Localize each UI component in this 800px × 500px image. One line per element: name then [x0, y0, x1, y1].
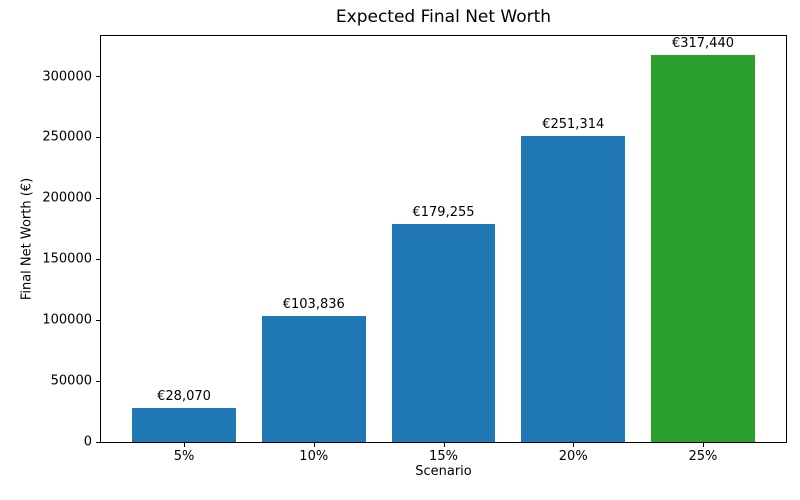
y-tick-label: 250000: [42, 129, 92, 145]
y-tick-label: 300000: [42, 69, 92, 85]
bar-20%: [521, 135, 626, 442]
y-tick: [96, 197, 101, 199]
x-tick-label: 5%: [173, 449, 195, 464]
y-tick-label: 100000: [42, 312, 92, 328]
y-tick: [96, 76, 101, 78]
y-tick: [96, 319, 101, 321]
x-tick: [573, 442, 575, 447]
x-tick: [443, 442, 445, 447]
y-tick-label: 0: [83, 434, 92, 450]
x-tick: [184, 442, 186, 447]
x-tick: [702, 442, 704, 447]
x-tick-label: 20%: [558, 449, 588, 464]
y-tick-label: 50000: [50, 373, 92, 389]
bar-value-label: €317,440: [671, 36, 734, 52]
bar-5%: [132, 407, 236, 442]
bar-25%: [651, 55, 755, 442]
x-tick-label: 10%: [299, 449, 329, 464]
x-axis-label: Scenario: [415, 464, 472, 479]
bar-value-label: €251,314: [542, 116, 605, 132]
bar-value-label: €28,070: [157, 388, 211, 404]
y-tick: [96, 441, 101, 443]
bar-15%: [391, 223, 496, 442]
y-tick-label: 150000: [42, 251, 92, 267]
x-tick-label: 25%: [688, 449, 718, 464]
plot-area: €28,070 5% €103,836 10% €179,255 15% €251,314 2…: [42, 35, 787, 464]
y-tick: [96, 380, 101, 382]
y-tick: [96, 136, 101, 138]
y-axis-label: Final Net Worth (€): [19, 177, 35, 301]
x-tick-label: 15%: [429, 449, 458, 464]
chart-title: Expected Final Net Worth: [335, 7, 552, 27]
y-tick-label: 200000: [42, 190, 92, 206]
bar-value-label: €179,255: [412, 204, 475, 220]
y-tick: [96, 258, 101, 260]
bar-value-label: €103,836: [282, 296, 345, 312]
bar-10%: [261, 315, 366, 442]
x-tick: [313, 442, 315, 447]
